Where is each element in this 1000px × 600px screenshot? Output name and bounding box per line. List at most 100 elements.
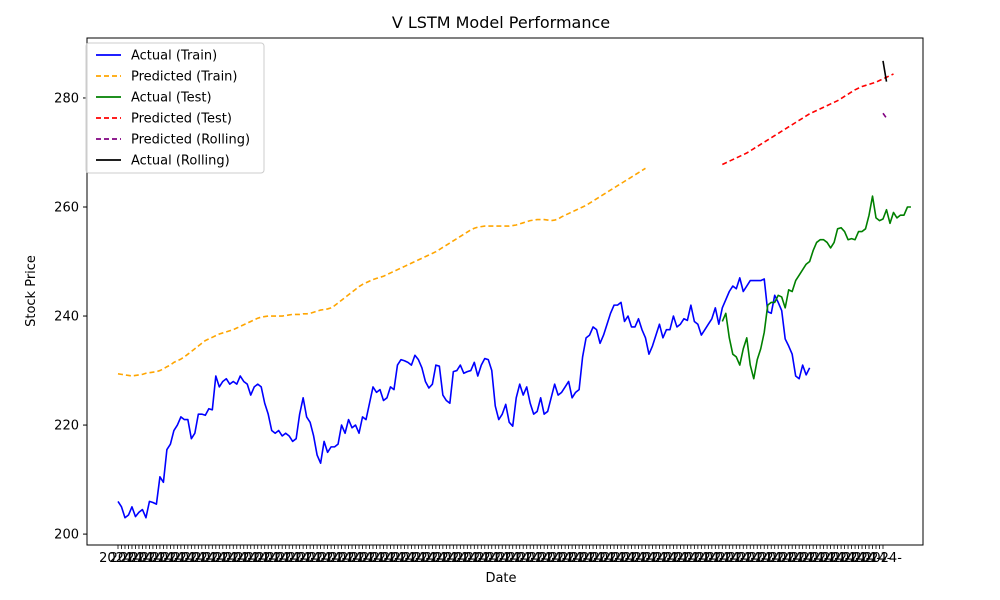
x-tick-label: 2024- — [770, 551, 808, 566]
x-tick-label: 2024- — [413, 551, 451, 566]
x-tick-label: 2024- — [204, 551, 242, 566]
plot-lines — [117, 60, 911, 519]
x-tick-label: 2024- — [623, 551, 661, 566]
x-tick-label: 2024- — [864, 551, 902, 566]
x-axis-label: Date — [485, 571, 516, 586]
x-tick-label: 2024- — [801, 551, 839, 566]
x-tick-label: 2024- — [539, 551, 577, 566]
x-tick-label: 2024- — [560, 551, 598, 566]
x-tick-label: 2024- — [571, 551, 609, 566]
x-tick-label: 2024- — [822, 551, 860, 566]
x-tick-label: 2024- — [256, 551, 294, 566]
y-axis: 200 220 240 260 280 — [54, 91, 87, 543]
y-tick-label: 260 — [54, 201, 79, 216]
x-tick-label: 2024- — [854, 551, 892, 566]
x-tick-label: 2024- — [277, 551, 315, 566]
chart-title: V LSTM Model Performance — [392, 13, 610, 32]
x-tick-label: 2024- — [172, 551, 210, 566]
x-tick-label: 2024- — [445, 551, 483, 566]
x-tick-label: 2024- — [644, 551, 682, 566]
x-tick-label: 2024- — [812, 551, 850, 566]
x-tick-label: 2024- — [309, 551, 347, 566]
x-tick-label: 2024- — [665, 551, 703, 566]
x-tick-label: 2024- — [602, 551, 640, 566]
x-tick-label: 2024- — [728, 551, 766, 566]
legend-box — [85, 42, 265, 174]
x-tick-label: 2024- — [110, 551, 148, 566]
x-tick-label: 2024- — [183, 551, 221, 566]
legend-label-actual-rolling: Actual (Rolling) — [131, 154, 230, 169]
x-tick-label: 2024- — [634, 551, 672, 566]
x-tick-label: 2024- — [193, 551, 231, 566]
legend-label-predicted-rolling: Predicted (Rolling) — [131, 133, 250, 148]
x-tick-label: 2024- — [455, 551, 493, 566]
y-tick-label: 280 — [54, 91, 79, 106]
series-line-actual-test — [721, 195, 911, 380]
x-tick-label: 2024- — [340, 551, 378, 566]
x-tick-label: 2024- — [518, 551, 556, 566]
x-tick-label: 2024- — [759, 551, 797, 566]
plot-frame — [86, 37, 924, 546]
x-tick-label: 2024- — [843, 551, 881, 566]
x-tick-label: 2024- — [351, 551, 389, 566]
x-tick-label: 2024- — [686, 551, 724, 566]
x-tick-label: 2024- — [655, 551, 693, 566]
x-tick-label: 2024- — [393, 551, 431, 566]
x-tick-label: 2024- — [749, 551, 787, 566]
y-tick-label: 220 — [54, 419, 79, 434]
x-tick-label: 2024- — [613, 551, 651, 566]
x-tick-label: 2024- — [717, 551, 755, 566]
x-tick-label: 2024- — [235, 551, 273, 566]
y-tick-label: 200 — [54, 528, 79, 543]
x-tick-label: 2024- — [214, 551, 252, 566]
series-line-actual-rolling — [882, 60, 888, 82]
x-tick-label: 2024- — [288, 551, 326, 566]
x-tick-label: 2024- — [120, 551, 158, 566]
legend-label-actual-train: Actual (Train) — [131, 49, 217, 64]
x-tick-label: 2024- — [675, 551, 713, 566]
legend: Actual (Train) Predicted (Train) Actual (T… — [85, 42, 265, 174]
x-tick-label: 2024- — [550, 551, 588, 566]
x-tick-label: 2024- — [791, 551, 829, 566]
x-tick-label: 2024- — [707, 551, 745, 566]
x-tick-label: 2024- — [581, 551, 619, 566]
x-tick-label: 2024- — [99, 551, 137, 566]
x-tick-label: 2024- — [696, 551, 734, 566]
x-tick-label: 2024- — [225, 551, 263, 566]
legend-label-predicted-train: Predicted (Train) — [131, 70, 238, 85]
series-line-actual-train — [117, 277, 811, 519]
series-line-predicted-test — [721, 73, 894, 166]
x-tick-label: 2024- — [833, 551, 871, 566]
x-tick-label: 2024- — [131, 551, 169, 566]
x-tick-label: 2024- — [152, 551, 190, 566]
x-tick-label: 2024- — [372, 551, 410, 566]
x-tick-label: 2024- — [592, 551, 630, 566]
x-tick-label: 2024- — [508, 551, 546, 566]
legend-label-predicted-test: Predicted (Test) — [131, 112, 232, 127]
x-tick-label: 2024- — [434, 551, 472, 566]
x-tick-label: 2024- — [298, 551, 336, 566]
x-tick-label: 2024- — [476, 551, 514, 566]
x-tick-label: 2024- — [330, 551, 368, 566]
x-tick-label: 2024- — [738, 551, 776, 566]
legend-label-actual-test: Actual (Test) — [131, 91, 212, 106]
x-tick-label: 2024- — [162, 551, 200, 566]
x-tick-label: 2024- — [267, 551, 305, 566]
x-tick-label: 2024- — [780, 551, 818, 566]
series-line-predicted-train — [117, 167, 646, 377]
x-tick-label: 2024- — [361, 551, 399, 566]
x-tick-label: 2024- — [466, 551, 504, 566]
x-axis: 2024-2024-2024-2024-2024-2024-2024-2024-… — [99, 545, 902, 566]
x-tick-label: 2024- — [497, 551, 535, 566]
x-tick-label: 2024- — [424, 551, 462, 566]
x-tick-label: 2024- — [319, 551, 357, 566]
y-tick-label: 240 — [54, 310, 79, 325]
x-tick-label: 2024- — [487, 551, 525, 566]
x-tick-label: 2024- — [246, 551, 284, 566]
y-axis-label: Stock Price — [24, 255, 39, 327]
x-tick-label: 2024- — [382, 551, 420, 566]
x-tick-label: 2024- — [529, 551, 567, 566]
series-line-predicted-rolling — [882, 112, 888, 119]
x-tick-label: 2024- — [403, 551, 441, 566]
